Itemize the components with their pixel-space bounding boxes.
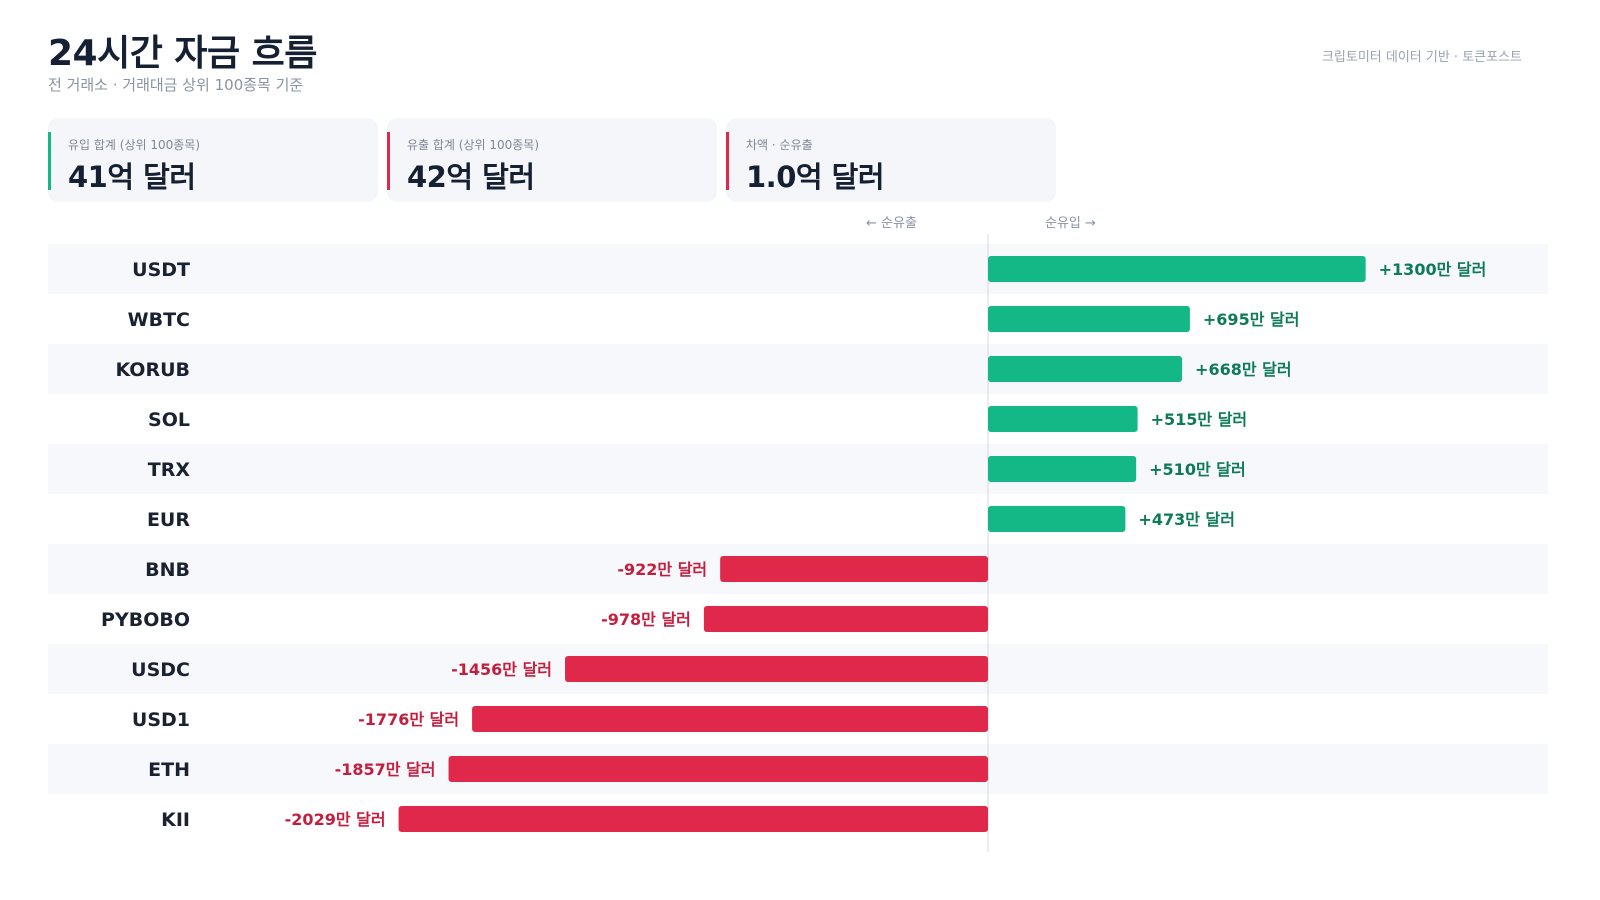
outflow-direction-label: ← 순유출 [866,216,917,231]
outflow-bar [565,656,988,682]
category-label: SOL [148,409,190,431]
value-label: +515만 달러 [1151,410,1248,429]
value-label: -1857만 달러 [335,760,436,779]
row-stripe [48,344,1548,394]
value-label: +695만 달러 [1203,310,1300,329]
category-label: KII [161,809,190,831]
value-label: -922만 달러 [617,560,707,579]
outflow-total-value: 42억 달러 [407,160,535,194]
inflow-bar [988,506,1126,532]
value-label: +1300만 달러 [1379,260,1487,279]
value-label: -2029만 달러 [285,810,386,829]
row-stripe [48,444,1548,494]
category-label: PYBOBO [101,609,190,631]
value-label: -1456만 달러 [451,660,552,679]
category-label: BNB [145,559,190,581]
inflow-total-value: 41억 달러 [68,160,196,194]
inflow-bar [988,406,1138,432]
card-accent-bar [48,132,51,190]
outflow-bar [398,806,988,832]
category-label: WBTC [128,309,190,331]
value-label: +668만 달러 [1195,360,1292,379]
category-label: USD1 [132,709,190,731]
inflow-bar [988,456,1137,482]
category-label: USDC [131,659,190,681]
inflow-total-label: 유입 합계 (상위 100종목) [68,138,201,152]
outflow-bar [720,556,988,582]
category-label: USDT [132,259,190,281]
source-credit: 크립토미터 데이터 기반 · 토큰포스트 [1321,50,1522,65]
outflow-total-label: 유출 합계 (상위 100종목) [407,138,540,152]
card-accent-bar [387,132,390,190]
value-label: +473만 달러 [1138,510,1235,529]
inflow-bar [988,356,1183,382]
value-label: +510만 달러 [1149,460,1246,479]
category-label: KORUB [115,359,190,381]
net-flow-card: 차액 · 순유출 1.0억 달러 [726,118,1056,202]
net-flow-value: 1.0억 달러 [746,160,885,194]
category-label: TRX [148,459,191,481]
card-accent-bar [726,132,729,190]
page-title: 24시간 자금 흐름 [48,33,317,74]
inflow-total-card: 유입 합계 (상위 100종목) 41억 달러 [48,118,378,202]
category-label: EUR [147,509,190,531]
outflow-bar [703,606,988,632]
outflow-total-card: 유출 합계 (상위 100종목) 42억 달러 [387,118,717,202]
page-subtitle: 전 거래소 · 거래대금 상위 100종목 기준 [48,76,304,94]
value-label: -978만 달러 [601,610,691,629]
net-flow-label: 차액 · 순유출 [746,138,813,152]
outflow-bar [448,756,988,782]
inflow-direction-label: 순유입 → [1045,216,1096,231]
category-label: ETH [148,759,190,781]
value-label: -1776만 달러 [358,710,459,729]
inflow-bar [988,256,1366,282]
outflow-bar [472,706,988,732]
inflow-bar [988,306,1190,332]
